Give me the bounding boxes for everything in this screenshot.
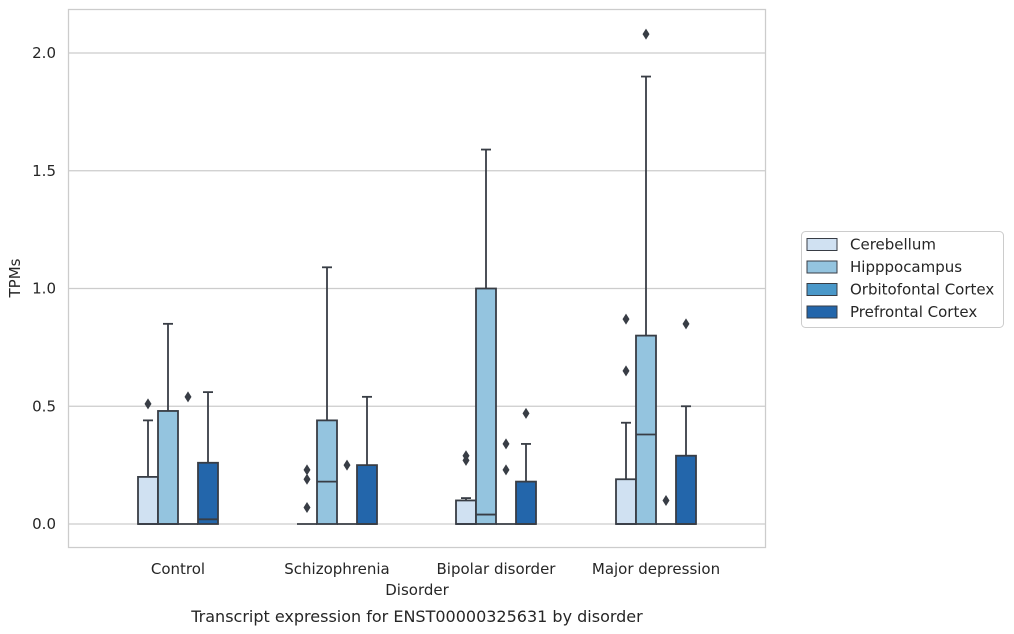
box-body <box>615 478 637 525</box>
legend-label-prefrontal-cortex: Prefrontal Cortex <box>850 303 977 321</box>
box-body <box>316 419 338 525</box>
box-body <box>137 475 159 525</box>
box-body <box>455 499 477 525</box>
box-prefrontal-cortex-control <box>197 391 219 525</box>
box-cerebellum-schizophrenia <box>297 464 317 525</box>
y-axis-ticks: 0.0 0.5 1.0 1.5 2.0 <box>32 44 56 533</box>
box-hipppocampus-bipolar-disorder <box>475 148 497 525</box>
outlier-point <box>303 464 311 476</box>
box-body <box>635 334 657 525</box>
y-axis-label: TPMs <box>6 258 24 298</box>
x-tick-label: Bipolar disorder <box>437 560 557 578</box>
outlier-point <box>662 494 670 506</box>
y-tick-label: 1.0 <box>32 280 56 298</box>
x-tick-label: Major depression <box>592 560 720 578</box>
outlier-point <box>303 473 311 485</box>
outlier-point <box>622 365 630 377</box>
legend-swatch-cerebellum <box>806 238 838 251</box>
box-cerebellum-major-depression <box>615 313 637 525</box>
y-tick-label: 0.5 <box>32 397 56 415</box>
box-hipppocampus-control <box>157 322 179 525</box>
x-axis-ticks: Control Schizophrenia Bipolar disorder Majo… <box>151 560 720 578</box>
outlier-point <box>642 28 650 40</box>
legend-label-orbitofrontal-cortex: Orbitofontal Cortex <box>850 281 994 299</box>
box-series <box>137 28 697 525</box>
box-prefrontal-cortex-bipolar-disorder <box>515 407 537 525</box>
legend-label-cerebellum: Cerebellum <box>850 236 936 254</box>
outlier-point <box>184 391 192 403</box>
box-body <box>157 410 179 525</box>
box-prefrontal-cortex-schizophrenia <box>356 395 378 525</box>
outlier-point <box>343 459 351 471</box>
box-orbitofontal-cortex-bipolar-disorder <box>496 438 516 525</box>
legend-label-hippocampus: Hipppocampus <box>850 258 962 276</box>
box-body <box>356 464 378 525</box>
box-prefrontal-cortex-major-depression <box>675 318 697 525</box>
box-body <box>475 287 497 525</box>
legend-frame <box>801 231 1004 328</box>
box-orbitofontal-cortex-schizophrenia <box>337 459 357 525</box>
box-orbitofontal-cortex-control <box>178 391 198 525</box>
box-body <box>197 461 219 525</box>
y-tick-label: 0.0 <box>32 515 56 533</box>
outlier-point <box>462 450 470 462</box>
chart-caption: Transcript expression for ENST0000032563… <box>190 607 643 626</box>
box-cerebellum-control <box>137 398 159 525</box>
x-axis-label: Disorder <box>385 581 449 599</box>
box-hipppocampus-schizophrenia <box>316 266 338 525</box>
y-tick-label: 1.5 <box>32 162 56 180</box>
outlier-point <box>303 502 311 514</box>
box-orbitofontal-cortex-major-depression <box>656 494 676 525</box>
y-tick-label: 2.0 <box>32 44 56 62</box>
legend-swatch-hippocampus <box>806 260 838 274</box>
legend-swatch-prefrontal-cortex <box>806 305 838 319</box>
outlier-point <box>522 407 530 419</box>
outlier-point <box>682 318 690 330</box>
legend: Cerebellum Hipppocampus Orbitofontal Cor… <box>801 231 1004 328</box>
legend-swatch-orbitofrontal-cortex <box>806 283 838 296</box>
outlier-point <box>622 313 630 325</box>
outlier-point <box>502 438 510 450</box>
box-body <box>515 480 537 525</box>
box-cerebellum-bipolar-disorder <box>455 450 477 525</box>
outlier-point <box>502 464 510 476</box>
box-body <box>675 454 697 525</box>
x-tick-label: Schizophrenia <box>284 560 389 578</box>
outlier-point <box>144 398 152 410</box>
box-hipppocampus-major-depression <box>635 28 657 525</box>
plot-frame <box>67 8 767 549</box>
x-tick-label: Control <box>151 560 205 578</box>
